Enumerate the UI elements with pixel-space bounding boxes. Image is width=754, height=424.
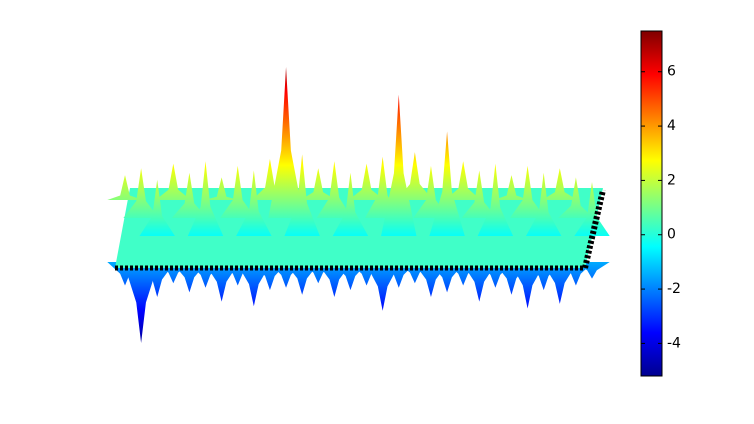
dip <box>123 262 159 343</box>
peak <box>171 172 208 218</box>
peak <box>413 165 449 218</box>
peak <box>203 177 240 200</box>
peak <box>252 159 288 200</box>
colorbar-fill <box>640 30 663 377</box>
peak <box>139 179 175 236</box>
peak <box>268 67 304 218</box>
peak <box>445 161 481 200</box>
peak <box>284 154 320 236</box>
surface-below <box>107 262 610 343</box>
edge-markers <box>582 189 606 269</box>
peak <box>155 163 192 200</box>
dip <box>542 262 578 304</box>
colorbar-tick-label: 2 <box>667 172 676 188</box>
colorbar-tick-label: -2 <box>667 281 681 297</box>
colorbar-tick-label: 4 <box>667 118 676 134</box>
dip <box>139 262 175 297</box>
peak <box>493 175 530 200</box>
colorbar-tick-label: -4 <box>667 335 681 351</box>
peak <box>525 172 562 236</box>
peak <box>187 161 224 236</box>
peak <box>429 131 465 236</box>
dip <box>203 262 240 302</box>
peak <box>236 170 272 236</box>
peak <box>220 165 256 218</box>
dip <box>364 262 401 311</box>
peak <box>397 152 433 200</box>
colorbar-tick-label: 6 <box>667 64 676 80</box>
peak <box>316 161 353 218</box>
peak <box>381 94 417 236</box>
peak <box>123 168 159 218</box>
colorbar: -4 -2 0 2 4 6 <box>640 30 681 377</box>
peak <box>300 168 336 200</box>
peak <box>461 170 497 218</box>
dip <box>509 262 546 309</box>
peak <box>348 163 385 200</box>
peak <box>509 165 546 218</box>
peak <box>107 175 143 200</box>
colorbar-tick-label: 0 <box>667 227 676 243</box>
peak <box>574 182 610 236</box>
peak <box>558 177 594 218</box>
surface-above <box>107 67 610 236</box>
peak <box>542 168 578 200</box>
peak <box>332 172 369 236</box>
